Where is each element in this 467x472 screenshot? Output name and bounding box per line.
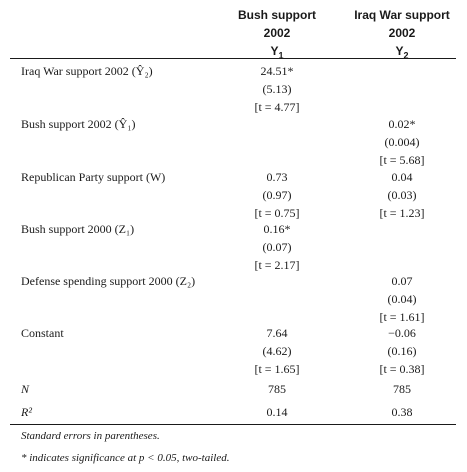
row-label: Bush support 2000 (Z₁)	[21, 222, 135, 236]
column-header-year: 2002	[263, 26, 291, 40]
standard-error: (4.62)	[262, 344, 292, 358]
row-label: Iraq War support 2002 (Ŷ₂)	[21, 64, 153, 78]
stat-value: 785	[393, 382, 411, 396]
column-header-iraq-war-support: Iraq War support 2002 Y2	[340, 6, 464, 64]
table-bottom-rule	[10, 424, 456, 425]
standard-error: (0.07)	[262, 240, 292, 254]
standard-error: (0.03)	[387, 188, 417, 202]
standard-error: (0.04)	[387, 292, 417, 306]
t-statistic: [t = 1.23]	[379, 206, 425, 220]
table-note: * indicates significance at p < 0.05, tw…	[21, 452, 230, 464]
column-header-bush-support: Bush support 2002 Y1	[215, 6, 339, 64]
t-statistic: [t = 1.61]	[379, 310, 425, 324]
stat-value: 0.38	[391, 405, 413, 419]
stat-value: 0.14	[266, 405, 288, 419]
t-statistic: [t = 4.77]	[254, 100, 300, 114]
t-statistic: [t = 0.38]	[379, 362, 425, 376]
table-cell: 0.07 (0.04) [t = 1.61]	[347, 272, 457, 326]
column-header-title: Bush support	[238, 8, 316, 22]
column-header-variable: Y2	[395, 44, 409, 61]
table-cell: −0.06 (0.16) [t = 0.38]	[347, 324, 457, 378]
t-statistic: [t = 1.65]	[254, 362, 300, 376]
table-cell: 0.73 (0.97) [t = 0.75]	[222, 168, 332, 222]
stat-label-n: N	[21, 382, 30, 396]
stat-value: 785	[268, 382, 286, 396]
table-cell: 7.64 (4.62) [t = 1.65]	[222, 324, 332, 378]
column-header-variable: Y1	[270, 44, 284, 61]
row-label: Defense spending support 2000 (Z₂)	[21, 274, 196, 288]
table-note: Standard errors in parentheses.	[21, 430, 160, 442]
coefficient: 24.51*	[260, 64, 294, 78]
standard-error: (0.004)	[384, 135, 420, 149]
column-header-title: Iraq War support	[354, 8, 450, 22]
coefficient: 0.04	[391, 170, 413, 184]
standard-error: (0.16)	[387, 344, 417, 358]
table-cell: 0.02* (0.004) [t = 5.68]	[347, 115, 457, 169]
table-top-rule	[10, 58, 456, 59]
table-cell: 0.04 (0.03) [t = 1.23]	[347, 168, 457, 222]
row-label: Republican Party support (W)	[21, 170, 166, 184]
coefficient: 0.16*	[263, 222, 291, 236]
coefficient: −0.06	[388, 326, 416, 340]
coefficient: 0.02*	[388, 117, 416, 131]
t-statistic: [t = 0.75]	[254, 206, 300, 220]
coefficient: 0.07	[391, 274, 413, 288]
row-label: Bush support 2002 (Ŷ₁)	[21, 117, 136, 131]
standard-error: (5.13)	[262, 82, 292, 96]
coefficient: 7.64	[266, 326, 288, 340]
table-cell: 0.16* (0.07) [t = 2.17]	[222, 220, 332, 274]
coefficient: 0.73	[266, 170, 288, 184]
stat-label-r-squared: R²	[21, 405, 32, 419]
standard-error: (0.97)	[262, 188, 292, 202]
t-statistic: [t = 2.17]	[254, 258, 300, 272]
column-header-year: 2002	[388, 26, 416, 40]
t-statistic: [t = 5.68]	[379, 153, 425, 167]
row-label: Constant	[21, 326, 64, 340]
table-cell: 24.51* (5.13) [t = 4.77]	[222, 62, 332, 116]
